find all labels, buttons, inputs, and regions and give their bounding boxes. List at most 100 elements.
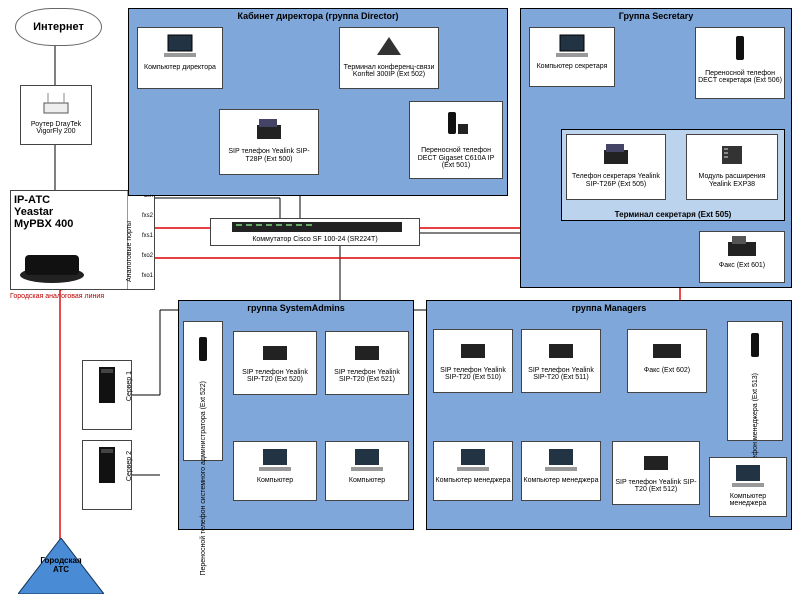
group-sysadmins: группа SystemAdmins Переносной телефон с… <box>178 300 414 530</box>
computer-icon <box>162 31 198 61</box>
switch-label: Коммутатор Cisco SF 100-24 (SR224T) <box>212 236 418 243</box>
secretary-phone-label: Телефон секретаря Yealink SIP-T26P (Ext … <box>568 173 664 188</box>
group-managers: группа Managers SIP телефон Yealink SIP-… <box>426 300 792 530</box>
computer-icon <box>257 445 293 475</box>
sysadmins-dect: Переносной телефон системного администра… <box>183 321 223 461</box>
pbx-node: IP-АТС Yeastar MyPBX 400 Аналоговые порт… <box>10 190 155 290</box>
pstn-label: Городская АТС <box>34 556 88 574</box>
sysadmins-sip2: SIP телефон Yealink SIP-T20 (Ext 521) <box>325 331 409 395</box>
managers-sip1: SIP телефон Yealink SIP-T20 (Ext 510) <box>433 329 513 393</box>
server-icon <box>95 365 119 405</box>
router-icon <box>38 89 74 119</box>
expansion-module-icon <box>714 140 750 170</box>
diagram-canvas: Интернет Роутер DrayTek VigorFly 200 IP-… <box>0 0 800 600</box>
pbx-icon <box>17 245 87 285</box>
managers-sip3-label: SIP телефон Yealink SIP-T20 (Ext 512) <box>614 479 698 494</box>
director-dect: Переносной телефон DECT Gigaset C610A IP… <box>409 101 503 179</box>
computer-icon <box>455 445 491 475</box>
router-label: Роутер DrayTek VigorFly 200 <box>22 121 90 136</box>
secretary-pc: Компьютер секретаря <box>529 27 615 87</box>
desk-phone-icon <box>638 446 674 476</box>
managers-pc1-label: Компьютер менеджера <box>435 477 511 484</box>
managers-sip2-label: SIP телефон Yealink SIP-T20 (Ext 511) <box>523 367 599 382</box>
group-secretary-title: Группа Secretary <box>521 11 791 21</box>
dect-phone-icon <box>185 335 221 365</box>
desk-phone-icon <box>349 336 385 366</box>
server-2-label: Сервер 2 <box>126 451 133 481</box>
managers-fax: Факс (Ext 602) <box>627 329 707 393</box>
dect-phone-icon <box>722 34 758 64</box>
sysadmins-dect-label: Переносной телефон системного администра… <box>200 381 207 576</box>
pbx-title2: Yeastar <box>14 206 53 218</box>
desk-phone-icon <box>543 334 579 364</box>
sysadmins-pc2-label: Компьютер <box>327 477 407 484</box>
group-director: Кабинет директора (группа Director) Комп… <box>128 8 508 196</box>
managers-pc2-label: Компьютер менеджера <box>523 477 599 484</box>
group-secretary: Группа Secretary Компьютер секретаря Пер… <box>520 8 792 288</box>
secretary-terminal: Телефон секретаря Yealink SIP-T26P (Ext … <box>561 129 785 221</box>
secretary-exp-label: Модуль расширения Yealink EXP38 <box>688 173 776 188</box>
pbx-ports-label: Аналоговые порты <box>126 221 133 282</box>
director-dect-label: Переносной телефон DECT Gigaset C610A IP… <box>411 147 501 169</box>
desk-phone-icon <box>251 115 287 145</box>
switch-node: Коммутатор Cisco SF 100-24 (SR224T) <box>210 218 420 246</box>
conference-phone-icon <box>371 31 407 61</box>
dect-phone-icon <box>438 110 474 140</box>
sysadmins-pc1: Компьютер <box>233 441 317 501</box>
fax-icon <box>649 334 685 364</box>
group-sysadmins-title: группа SystemAdmins <box>179 303 413 313</box>
server-2: Сервер 2 <box>82 440 132 510</box>
sysadmins-sip1-label: SIP телефон Yealink SIP-T20 (Ext 520) <box>235 369 315 384</box>
pbx-port-fxo2: fxo2 <box>142 253 153 259</box>
pbx-port-fxs2: fxs2 <box>142 213 153 219</box>
sysadmins-pc1-label: Компьютер <box>235 477 315 484</box>
managers-pc3-label: Компьютер менеджера <box>711 493 785 508</box>
secretary-exp: Модуль расширения Yealink EXP38 <box>686 134 778 200</box>
computer-icon <box>554 31 590 61</box>
director-sip-label: SIP телефон Yealink SIP-T28P (Ext 500) <box>221 148 317 163</box>
managers-dect: Переносной телефон менеджера (Ext 513) <box>727 321 783 441</box>
group-managers-title: группа Managers <box>427 303 791 313</box>
analog-line-label: Городская аналоговая линия <box>10 293 104 300</box>
secretary-fax-label: Факс (Ext 601) <box>701 262 783 269</box>
managers-sip1-label: SIP телефон Yealink SIP-T20 (Ext 510) <box>435 367 511 382</box>
director-pc-label: Компьютер директора <box>139 64 221 71</box>
managers-sip2: SIP телефон Yealink SIP-T20 (Ext 511) <box>521 329 601 393</box>
group-director-title: Кабинет директора (группа Director) <box>129 11 507 21</box>
switch-icon <box>212 220 418 234</box>
secretary-dect-label: Переносной телефон DECT секретаря (Ext 5… <box>697 70 783 85</box>
sysadmins-pc2: Компьютер <box>325 441 409 501</box>
router-node: Роутер DrayTek VigorFly 200 <box>20 85 92 145</box>
sysadmins-sip2-label: SIP телефон Yealink SIP-T20 (Ext 521) <box>327 369 407 384</box>
managers-pc3: Компьютер менеджера <box>709 457 787 517</box>
server-1-label: Сервер 1 <box>126 371 133 401</box>
desk-phone-icon <box>598 140 634 170</box>
secretary-phone: Телефон секретаря Yealink SIP-T26P (Ext … <box>566 134 666 200</box>
director-conf: Терминал конференц-связи Konftel 300IP (… <box>339 27 439 89</box>
desk-phone-icon <box>257 336 293 366</box>
pbx-title1: IP-АТС <box>14 194 50 206</box>
sysadmins-sip1: SIP телефон Yealink SIP-T20 (Ext 520) <box>233 331 317 395</box>
server-icon <box>95 445 119 485</box>
secretary-dect: Переносной телефон DECT секретаря (Ext 5… <box>695 27 785 99</box>
computer-icon <box>730 461 766 491</box>
managers-fax-label: Факс (Ext 602) <box>629 367 705 374</box>
dect-phone-icon <box>737 331 773 361</box>
computer-icon <box>349 445 385 475</box>
director-conf-label: Терминал конференц-связи Konftel 300IP (… <box>341 64 437 79</box>
director-sip: SIP телефон Yealink SIP-T28P (Ext 500) <box>219 109 319 175</box>
desk-phone-icon <box>455 334 491 364</box>
internet-cloud: Интернет <box>15 8 102 46</box>
managers-pc1: Компьютер менеджера <box>433 441 513 501</box>
director-pc: Компьютер директора <box>137 27 223 89</box>
managers-sip3: SIP телефон Yealink SIP-T20 (Ext 512) <box>612 441 700 505</box>
pbx-port-fxo1: fxo1 <box>142 273 153 279</box>
pbx-title3: MyPBX 400 <box>14 218 73 230</box>
server-1: Сервер 1 <box>82 360 132 430</box>
secretary-term-label: Терминал секретаря (Ext 505) <box>562 210 784 219</box>
pbx-port-fxs1: fxs1 <box>142 233 153 239</box>
computer-icon <box>543 445 579 475</box>
managers-pc2: Компьютер менеджера <box>521 441 601 501</box>
fax-icon <box>724 232 760 262</box>
secretary-fax: Факс (Ext 601) <box>699 231 785 283</box>
